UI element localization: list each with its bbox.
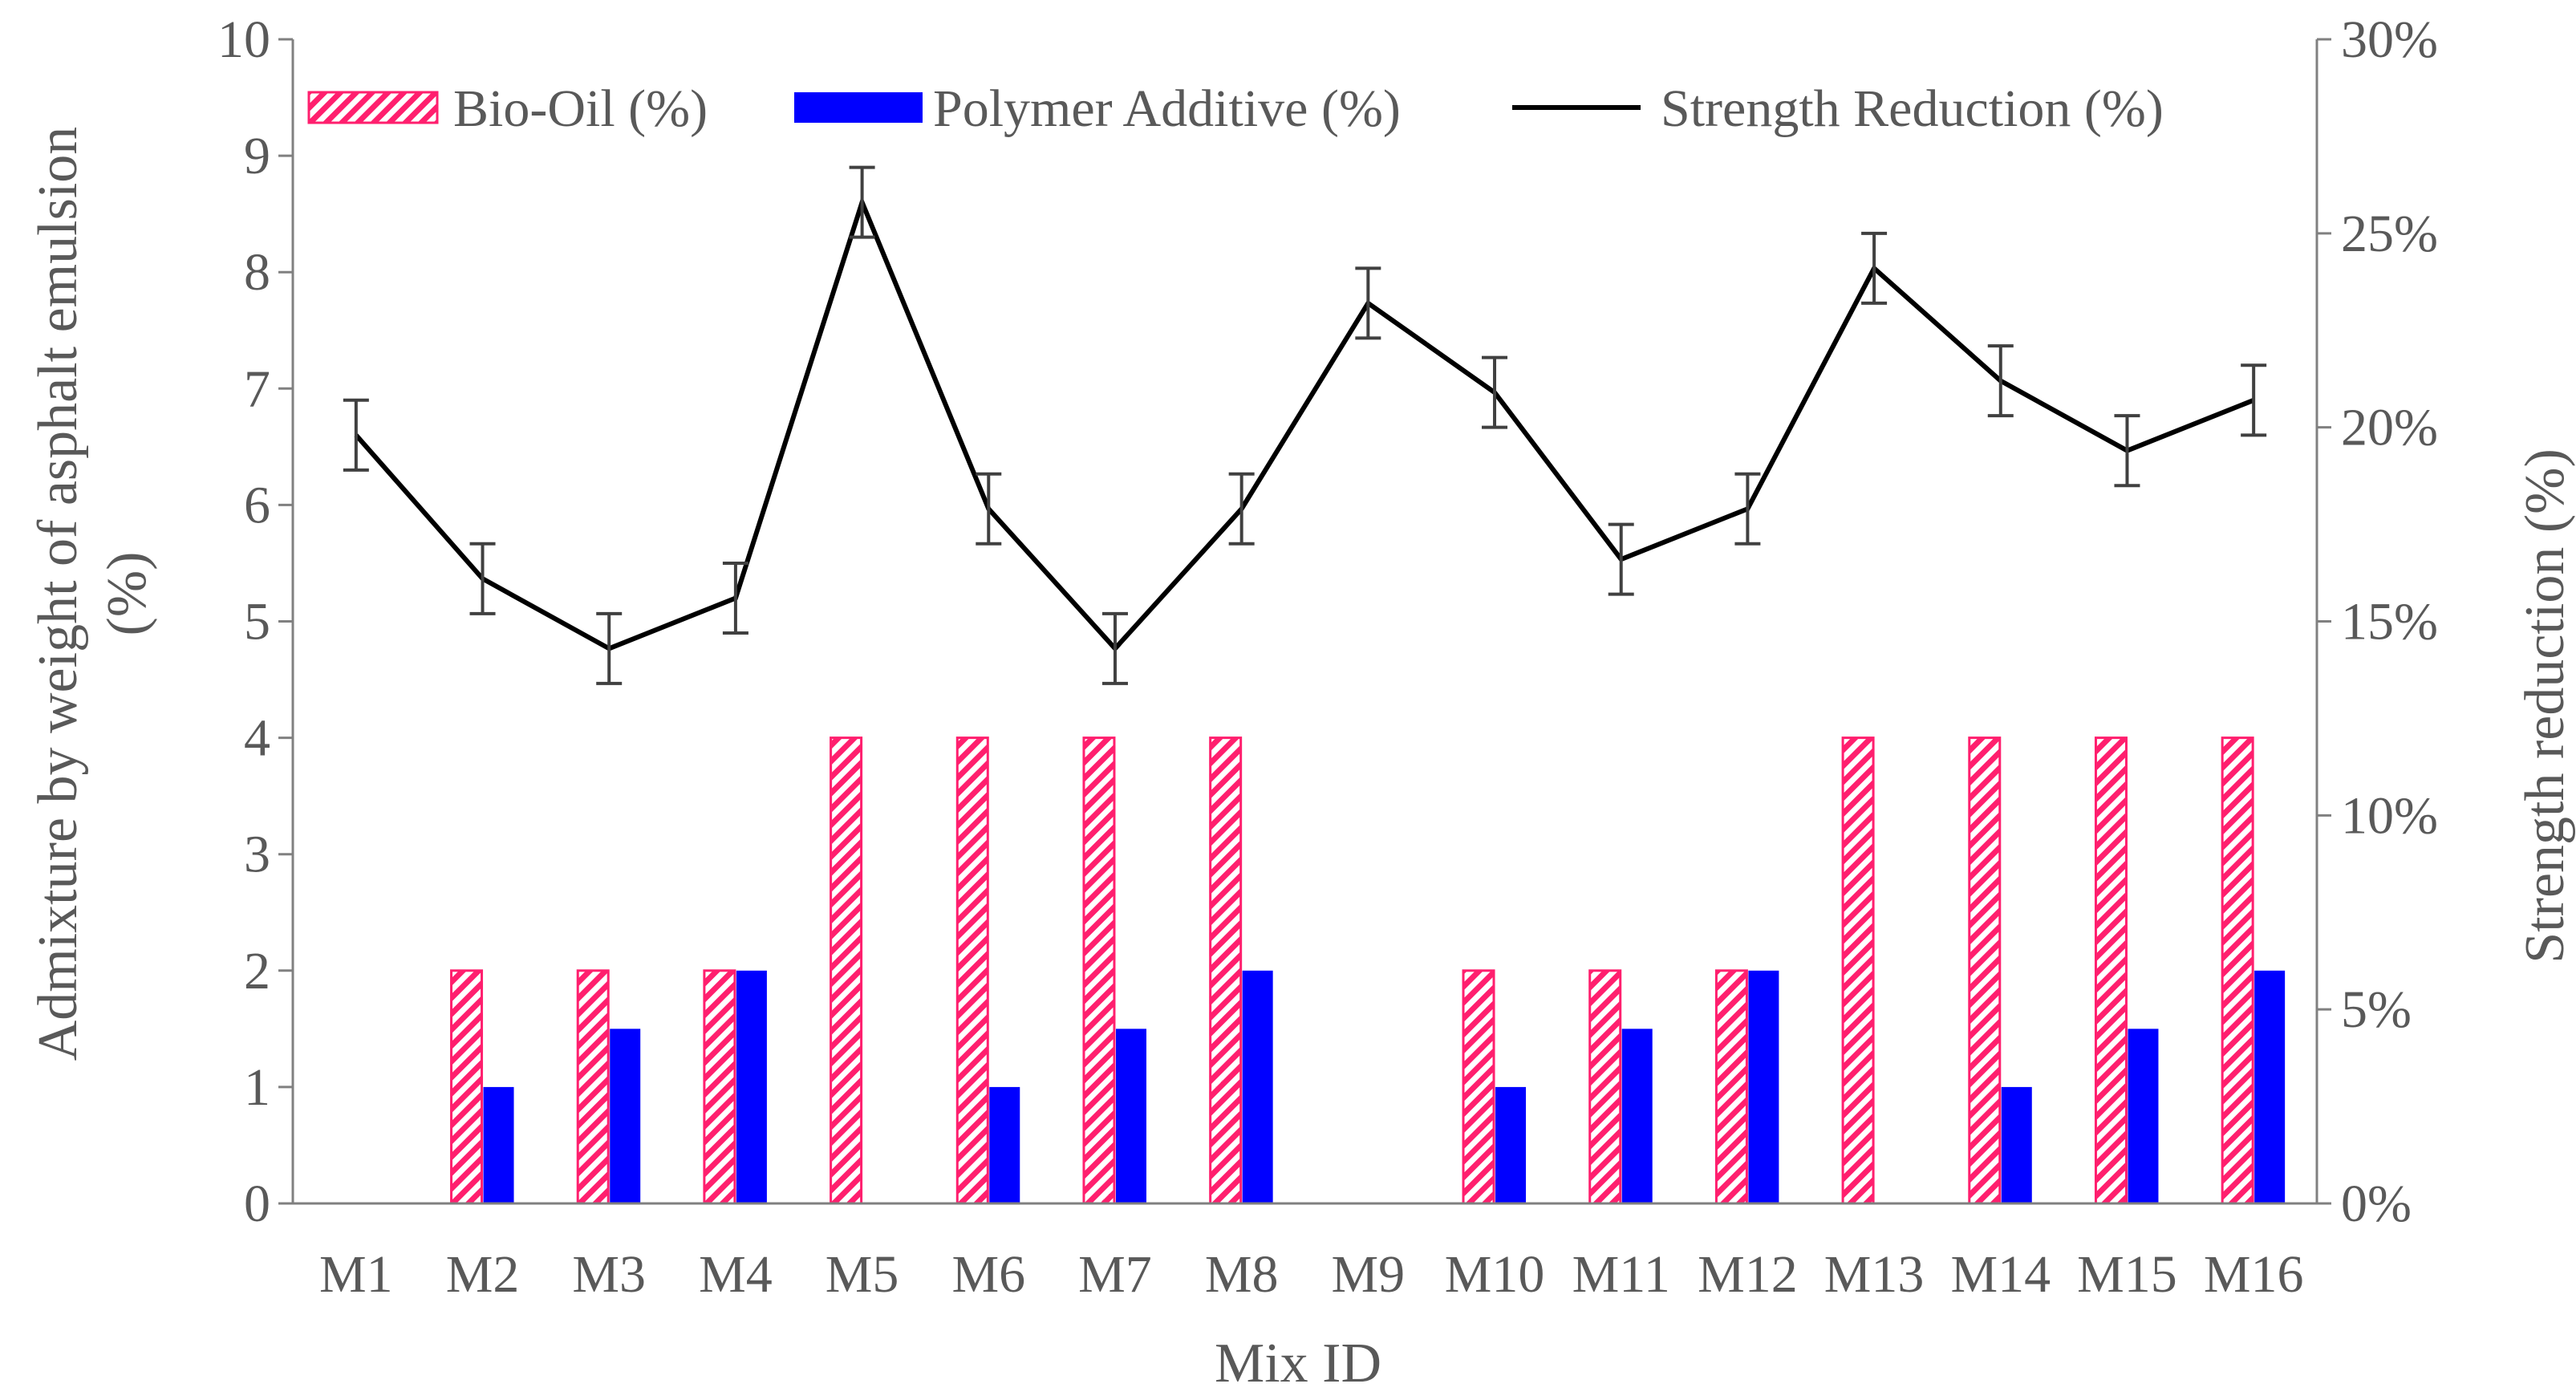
y2-axis-title: Strength reduction (%) [2514, 448, 2576, 963]
strength-error-bar [1355, 266, 1381, 340]
bar-bio-oil [1841, 737, 1875, 1205]
bar-bio-oil [830, 737, 863, 1205]
bar-polymer-additive [1115, 1029, 1146, 1203]
y-tick-label: 6 [244, 476, 270, 534]
strength-error-bar [976, 472, 1002, 546]
x-axis-title: Mix ID [1215, 1333, 1381, 1394]
legend-label-bio-oil: Bio-Oil (%) [453, 79, 708, 138]
bar-bio-oil [576, 969, 610, 1205]
strength-reduction-line [354, 195, 2255, 652]
x-tick-label: M5 [826, 1245, 899, 1304]
legend-swatch-polymer-additive [794, 92, 923, 123]
x-tick-label: M15 [2077, 1245, 2177, 1304]
strength-error-bar [1101, 611, 1128, 685]
legend: Bio-Oil (%) Polymer Additive (%) Strengt… [307, 79, 2164, 138]
y2-tick-label: 15% [2341, 593, 2438, 651]
y-tick-label: 5 [244, 593, 270, 651]
x-tick-label: M2 [446, 1245, 520, 1304]
bar-polymer-additive [736, 970, 767, 1203]
bar-polymer-additive [2128, 1029, 2159, 1203]
bar-bio-oil [1462, 969, 1495, 1205]
x-tick-label: M7 [1078, 1245, 1152, 1304]
strength-error-bar [1482, 355, 1508, 429]
bar-bio-oil [2221, 737, 2254, 1205]
legend-label-polymer-additive: Polymer Additive (%) [933, 79, 1401, 138]
y-tick-label: 3 [244, 826, 270, 884]
y2-tick-label: 20% [2341, 399, 2438, 457]
y-tick-label: 1 [244, 1058, 270, 1117]
x-tick-label: M4 [699, 1245, 773, 1304]
x-tick-label: M16 [2204, 1245, 2304, 1304]
bar-bio-oil [1968, 737, 2002, 1205]
strength-error-bar [1861, 231, 1888, 305]
strength-error-bar [1228, 472, 1255, 546]
bars-layer [450, 737, 2286, 1205]
y-tick-label: 0 [244, 1175, 270, 1233]
tick-labels: 0 1 2 3 4 5 6 7 8 9 10 0% 5% 10% 15% 20% 25% 30% M1 M2 M3 M4 M… [217, 10, 2438, 1304]
strength-error-bar [343, 398, 369, 472]
y-tick-label: 8 [244, 243, 270, 302]
strength-error-bar [469, 542, 496, 615]
bar-bio-oil [955, 737, 989, 1205]
x-tick-label: M10 [1445, 1245, 1545, 1304]
y-tick-label: 4 [244, 709, 270, 768]
strength-error-bar [2241, 363, 2267, 437]
y2-tick-label: 25% [2341, 205, 2438, 263]
y-axis-title-line-1: Admixture by weight of asphalt emulsion [27, 127, 89, 1061]
x-tick-label: M8 [1205, 1245, 1279, 1304]
y-axis-title-line-2: (%) [96, 552, 158, 636]
legend-swatch-bio-oil [307, 91, 439, 124]
legend-label-strength-reduction: Strength Reduction (%) [1661, 79, 2164, 138]
strength-error-bar [849, 165, 875, 239]
axes [278, 38, 2331, 1205]
y-axis-title: Admixture by weight of asphalt emulsion … [27, 127, 158, 1061]
x-tick-label: M6 [951, 1245, 1025, 1304]
legend-item-bio-oil: Bio-Oil (%) [307, 79, 708, 138]
y-tick-label: 10 [217, 10, 270, 69]
bar-polymer-additive [2001, 1086, 2032, 1203]
y2-tick-label: 30% [2341, 10, 2438, 69]
x-tick-label: M11 [1572, 1245, 1670, 1304]
strength-error-bar [722, 561, 748, 635]
bar-bio-oil [1082, 737, 1116, 1205]
bar-bio-oil [703, 969, 736, 1205]
bar-bio-oil [1209, 737, 1243, 1205]
y-tick-label: 2 [244, 942, 270, 1000]
y-tick-label: 7 [244, 359, 270, 418]
bar-polymer-additive [483, 1086, 514, 1203]
y-tick-label: 9 [244, 127, 270, 185]
strength-error-bar [596, 611, 623, 685]
bar-polymer-additive [1495, 1086, 1527, 1203]
bar-polymer-additive [1621, 1029, 1653, 1203]
legend-item-polymer-additive: Polymer Additive (%) [794, 79, 1401, 138]
bar-bio-oil [1714, 969, 1748, 1205]
strength-error-bar [1608, 522, 1634, 596]
strength-line-layer [343, 165, 2267, 685]
bar-polymer-additive [1242, 970, 1273, 1203]
bar-polymer-additive [2254, 970, 2286, 1203]
x-tick-label: M12 [1698, 1245, 1798, 1304]
bar-polymer-additive [989, 1086, 1020, 1203]
bar-bio-oil [1588, 969, 1622, 1205]
strength-error-bar [1734, 472, 1761, 546]
strength-error-bar [1987, 344, 2014, 418]
x-tick-label: M3 [572, 1245, 646, 1304]
y2-tick-label: 5% [2341, 980, 2412, 1039]
bar-polymer-additive [1748, 970, 1779, 1203]
x-tick-label: M14 [1950, 1245, 2051, 1304]
strength-error-bar [2114, 414, 2140, 488]
bar-bio-oil [450, 969, 484, 1205]
x-tick-label: M13 [1824, 1245, 1925, 1304]
bar-bio-oil [2094, 737, 2128, 1205]
y2-tick-label: 0% [2341, 1175, 2412, 1233]
x-tick-label: M1 [319, 1245, 393, 1304]
y2-tick-label: 10% [2341, 786, 2438, 845]
legend-item-strength-reduction: Strength Reduction (%) [1512, 79, 2164, 138]
bar-polymer-additive [610, 1029, 641, 1203]
x-tick-label: M9 [1332, 1245, 1406, 1304]
